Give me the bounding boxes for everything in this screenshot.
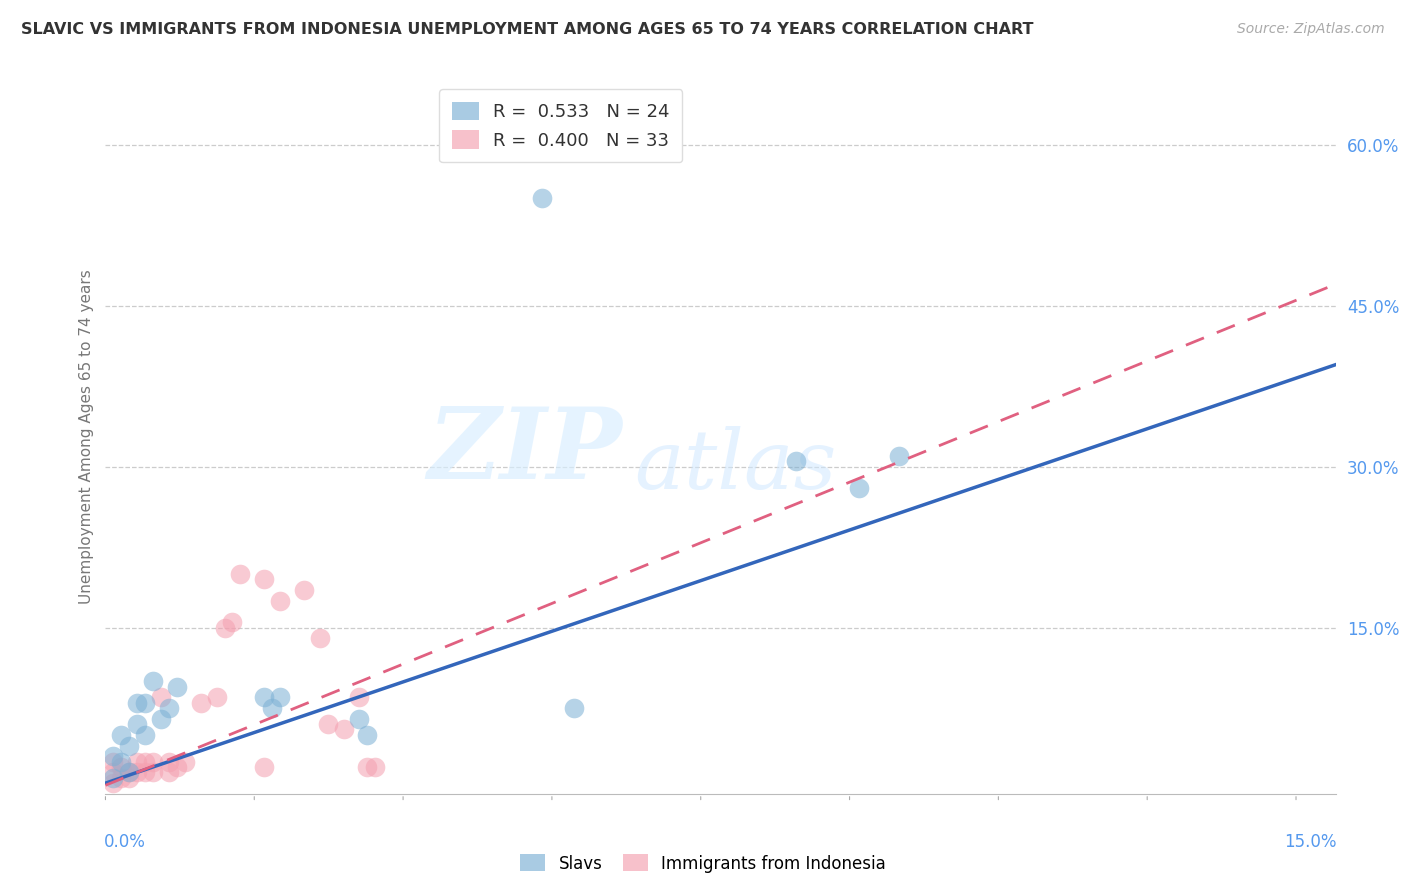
Point [349,690,371,705]
Point [214,621,236,635]
Point [103,771,125,785]
Point [253,572,276,586]
Point [562,701,585,715]
Point [127,765,149,780]
Point [142,674,165,689]
Point [110,771,132,785]
Point [118,739,141,753]
Point [269,690,291,705]
Point [166,760,188,774]
Text: SLAVIC VS IMMIGRANTS FROM INDONESIA UNEMPLOYMENT AMONG AGES 65 TO 74 YEARS CORRE: SLAVIC VS IMMIGRANTS FROM INDONESIA UNEM… [21,22,1033,37]
Point [785,454,807,468]
Text: atlas: atlas [634,425,837,506]
Point [157,755,180,769]
Point [127,696,149,710]
Point [356,760,378,774]
Point [848,481,870,495]
Point [332,723,354,737]
Text: ZIP: ZIP [427,403,621,500]
Point [356,728,378,742]
Point [889,449,911,463]
Point [157,765,180,780]
Point [150,712,173,726]
Point [253,760,276,774]
Point [190,696,212,710]
Point [134,728,156,742]
Point [205,690,228,705]
Point [292,582,315,597]
Point [118,765,141,780]
Point [118,771,141,785]
Point [134,765,156,780]
Legend: R =  0.533   N = 24, R =  0.400   N = 33: R = 0.533 N = 24, R = 0.400 N = 33 [439,89,682,162]
Point [127,717,149,731]
Point [103,749,125,764]
Point [349,712,371,726]
Point [166,680,188,694]
Point [134,755,156,769]
Point [142,755,165,769]
Point [142,765,165,780]
Point [103,765,125,780]
Point [221,615,243,630]
Legend: Slavs, Immigrants from Indonesia: Slavs, Immigrants from Indonesia [513,847,893,880]
Point [316,717,339,731]
Text: Source: ZipAtlas.com: Source: ZipAtlas.com [1237,22,1385,37]
Point [110,755,132,769]
Point [530,191,553,205]
Point [110,728,132,742]
Text: 0.0%: 0.0% [104,833,146,851]
Y-axis label: Unemployment Among Ages 65 to 74 years: Unemployment Among Ages 65 to 74 years [79,269,94,605]
Point [127,755,149,769]
Point [103,776,125,790]
Point [229,566,252,581]
Point [269,593,291,607]
Point [364,760,387,774]
Point [253,690,276,705]
Text: 15.0%: 15.0% [1285,833,1337,851]
Point [173,755,195,769]
Point [262,701,284,715]
Point [110,760,132,774]
Point [308,632,330,646]
Point [134,696,156,710]
Point [150,690,173,705]
Point [118,765,141,780]
Point [103,755,125,769]
Point [157,701,180,715]
